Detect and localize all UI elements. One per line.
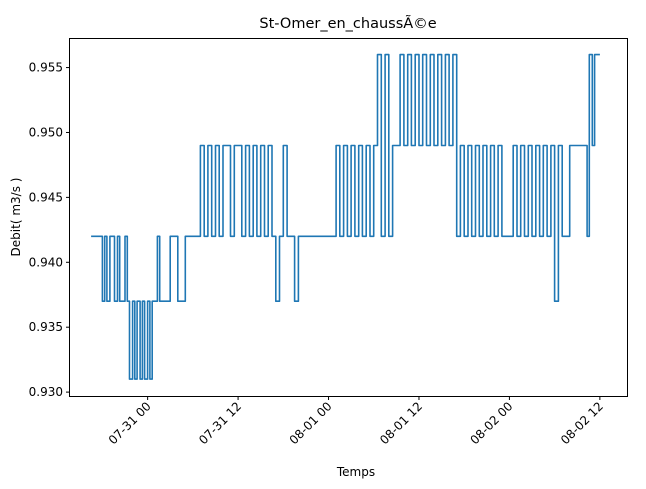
y-tick-label: 0.945 — [29, 190, 63, 204]
y-tick-label: 0.940 — [29, 255, 63, 269]
y-tick-label: 0.950 — [29, 125, 63, 139]
x-tick-label: 08-01 12 — [377, 399, 425, 447]
x-axis: 07-31 00 07-31 12 08-01 00 08-01 12 08-02 00… — [106, 396, 606, 447]
y-tick-label: 0.955 — [29, 61, 63, 75]
x-tick-label: 08-02 00 — [467, 399, 515, 447]
x-tick-label: 08-01 00 — [287, 399, 335, 447]
series-lines — [91, 53, 600, 380]
x-tick-label: 07-31 00 — [106, 399, 154, 447]
x-tick-label: 08-02 12 — [558, 399, 606, 447]
x-tick-label: 07-31 12 — [196, 399, 244, 447]
x-axis-label: Temps — [336, 465, 375, 479]
series-line-0 — [91, 53, 600, 380]
plot-frame — [69, 38, 628, 397]
chart-title: St-Omer_en_chaussÃ©e — [259, 15, 436, 32]
y-axis-label: Debit( m3/s ) — [9, 178, 23, 257]
y-tick-label: 0.935 — [29, 320, 63, 334]
y-tick-label: 0.930 — [29, 385, 63, 399]
y-axis: 0.930 0.935 0.940 0.945 0.950 0.955 — [29, 61, 70, 399]
